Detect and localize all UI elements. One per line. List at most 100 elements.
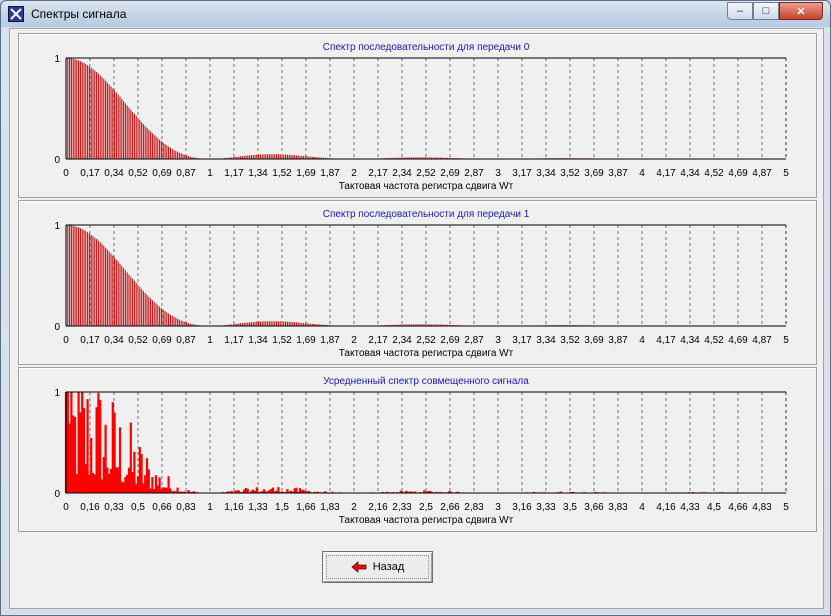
x-tick-label: 4,5 [707, 502, 721, 513]
x-tick-label: 3,33 [536, 502, 556, 513]
back-button[interactable]: Назад [322, 551, 433, 583]
x-tick-label: 2 [351, 335, 357, 346]
x-tick-label: 2,17 [368, 335, 388, 346]
x-tick-label: 0,52 [128, 168, 148, 179]
x-tick-label: 3,83 [608, 502, 628, 513]
x-axis-label: Тактовая частота регистра сдвига Wт [339, 515, 514, 526]
x-tick-label: 2,34 [392, 168, 412, 179]
x-tick-label: 3,87 [608, 168, 628, 179]
y-tick-label: 0 [54, 489, 60, 500]
x-tick-label: 4 [639, 335, 645, 346]
x-tick-label: 0,52 [128, 335, 148, 346]
x-tick-label: 0,69 [152, 168, 172, 179]
x-tick-label: 2,69 [440, 168, 460, 179]
x-tick-label: 1,87 [320, 168, 340, 179]
x-tick-label: 3,5 [563, 502, 577, 513]
x-tick-label: 4,52 [704, 335, 724, 346]
x-tick-label: 4,16 [656, 502, 676, 513]
minimize-button[interactable]: – [727, 2, 753, 20]
close-button[interactable]: ✕ [779, 2, 823, 20]
x-tick-label: 4 [639, 168, 645, 179]
x-axis-label: Тактовая частота регистра сдвига Wт [339, 181, 514, 192]
spectrum-chart-0: Спектр последовательности для передачи 0… [54, 42, 789, 192]
x-tick-label: 0 [63, 168, 69, 179]
red-left-arrow-icon [351, 561, 367, 573]
y-tick-label: 0 [54, 155, 60, 166]
window-title: Спектры сигнала [31, 7, 127, 21]
x-tick-label: 0,69 [152, 335, 172, 346]
x-tick-label: 1,33 [248, 502, 268, 513]
chart-title: Спектр последовательности для передачи 0 [323, 42, 530, 53]
focus-rect [326, 555, 429, 579]
y-tick-label: 1 [54, 388, 60, 399]
x-tick-label: 4,17 [656, 168, 676, 179]
x-tick-label: 2,69 [440, 335, 460, 346]
x-tick-label: 3,52 [560, 168, 580, 179]
x-tick-label: 3,17 [512, 335, 532, 346]
x-tick-label: 1,69 [296, 168, 316, 179]
x-tick-label: 2,87 [464, 168, 484, 179]
x-tick-label: 1 [207, 335, 213, 346]
app-icon [8, 6, 24, 22]
x-tick-label: 2,66 [440, 502, 460, 513]
x-tick-label: 3,34 [536, 335, 556, 346]
x-tick-label: 3,69 [584, 335, 604, 346]
x-tick-label: 2,16 [368, 502, 388, 513]
x-tick-label: 0,16 [80, 502, 100, 513]
x-tick-label: 3,87 [608, 335, 628, 346]
x-tick-label: 3 [495, 502, 501, 513]
x-tick-label: 4,52 [704, 168, 724, 179]
x-tick-label: 3,52 [560, 335, 580, 346]
bar-group [65, 225, 753, 326]
x-tick-label: 0,34 [104, 168, 124, 179]
x-tick-label: 3,69 [584, 168, 604, 179]
x-tick-label: 2 [351, 168, 357, 179]
maximize-button[interactable]: □ [753, 2, 779, 20]
x-tick-label: 3,17 [512, 168, 532, 179]
x-tick-label: 1,87 [320, 335, 340, 346]
x-tick-label: 1,34 [248, 335, 268, 346]
chart-title: Усредненный спектр совмещенного сигнала [323, 376, 529, 387]
minimize-icon: – [736, 5, 744, 17]
x-tick-label: 2,5 [419, 502, 433, 513]
y-tick-label: 1 [54, 221, 60, 232]
x-tick-label: 2,33 [392, 502, 412, 513]
x-tick-label: 1,17 [224, 168, 244, 179]
chart-title: Спектр последовательности для передачи 1 [323, 209, 530, 220]
x-tick-label: 1,52 [272, 335, 292, 346]
x-tick-label: 3,66 [584, 502, 604, 513]
x-tick-label: 2,52 [416, 168, 436, 179]
x-tick-label: 0,87 [176, 335, 196, 346]
x-tick-label: 0,5 [131, 502, 145, 513]
x-tick-label: 5 [783, 502, 789, 513]
x-tick-label: 4,17 [656, 335, 676, 346]
x-tick-label: 5 [783, 335, 789, 346]
client-area: Спектр последовательности для передачи 0… [9, 28, 824, 609]
x-tick-label: 3,16 [512, 502, 532, 513]
x-tick-label: 0,17 [80, 335, 100, 346]
spectrum-chart-1: Спектр последовательности для передачи 1… [54, 209, 789, 359]
x-tick-label: 0,33 [104, 502, 124, 513]
x-tick-label: 4,87 [752, 168, 772, 179]
x-axis-label: Тактовая частота регистра сдвига Wт [339, 348, 514, 359]
title-bar[interactable]: Спектры сигнала – □ ✕ [1, 1, 830, 27]
x-tick-label: 0 [63, 502, 69, 513]
y-tick-label: 1 [54, 54, 60, 65]
y-tick-label: 0 [54, 322, 60, 333]
x-tick-label: 1,17 [224, 335, 244, 346]
chart-panel-combined: Усредненный спектр совмещенного сигнала 0… [18, 367, 817, 532]
maximize-icon: □ [762, 5, 770, 17]
x-tick-label: 2,17 [368, 168, 388, 179]
x-tick-label: 1,34 [248, 168, 268, 179]
x-tick-label: 2,52 [416, 335, 436, 346]
x-tick-label: 1,5 [275, 502, 289, 513]
x-tick-label: 1,66 [296, 502, 316, 513]
x-tick-label: 3,34 [536, 168, 556, 179]
x-tick-label: 2,83 [464, 502, 484, 513]
x-tick-label: 4 [639, 502, 645, 513]
x-tick-label: 3 [495, 168, 501, 179]
x-tick-label: 1 [207, 502, 213, 513]
x-tick-label: 4,66 [728, 502, 748, 513]
back-button-label: Назад [372, 561, 405, 573]
